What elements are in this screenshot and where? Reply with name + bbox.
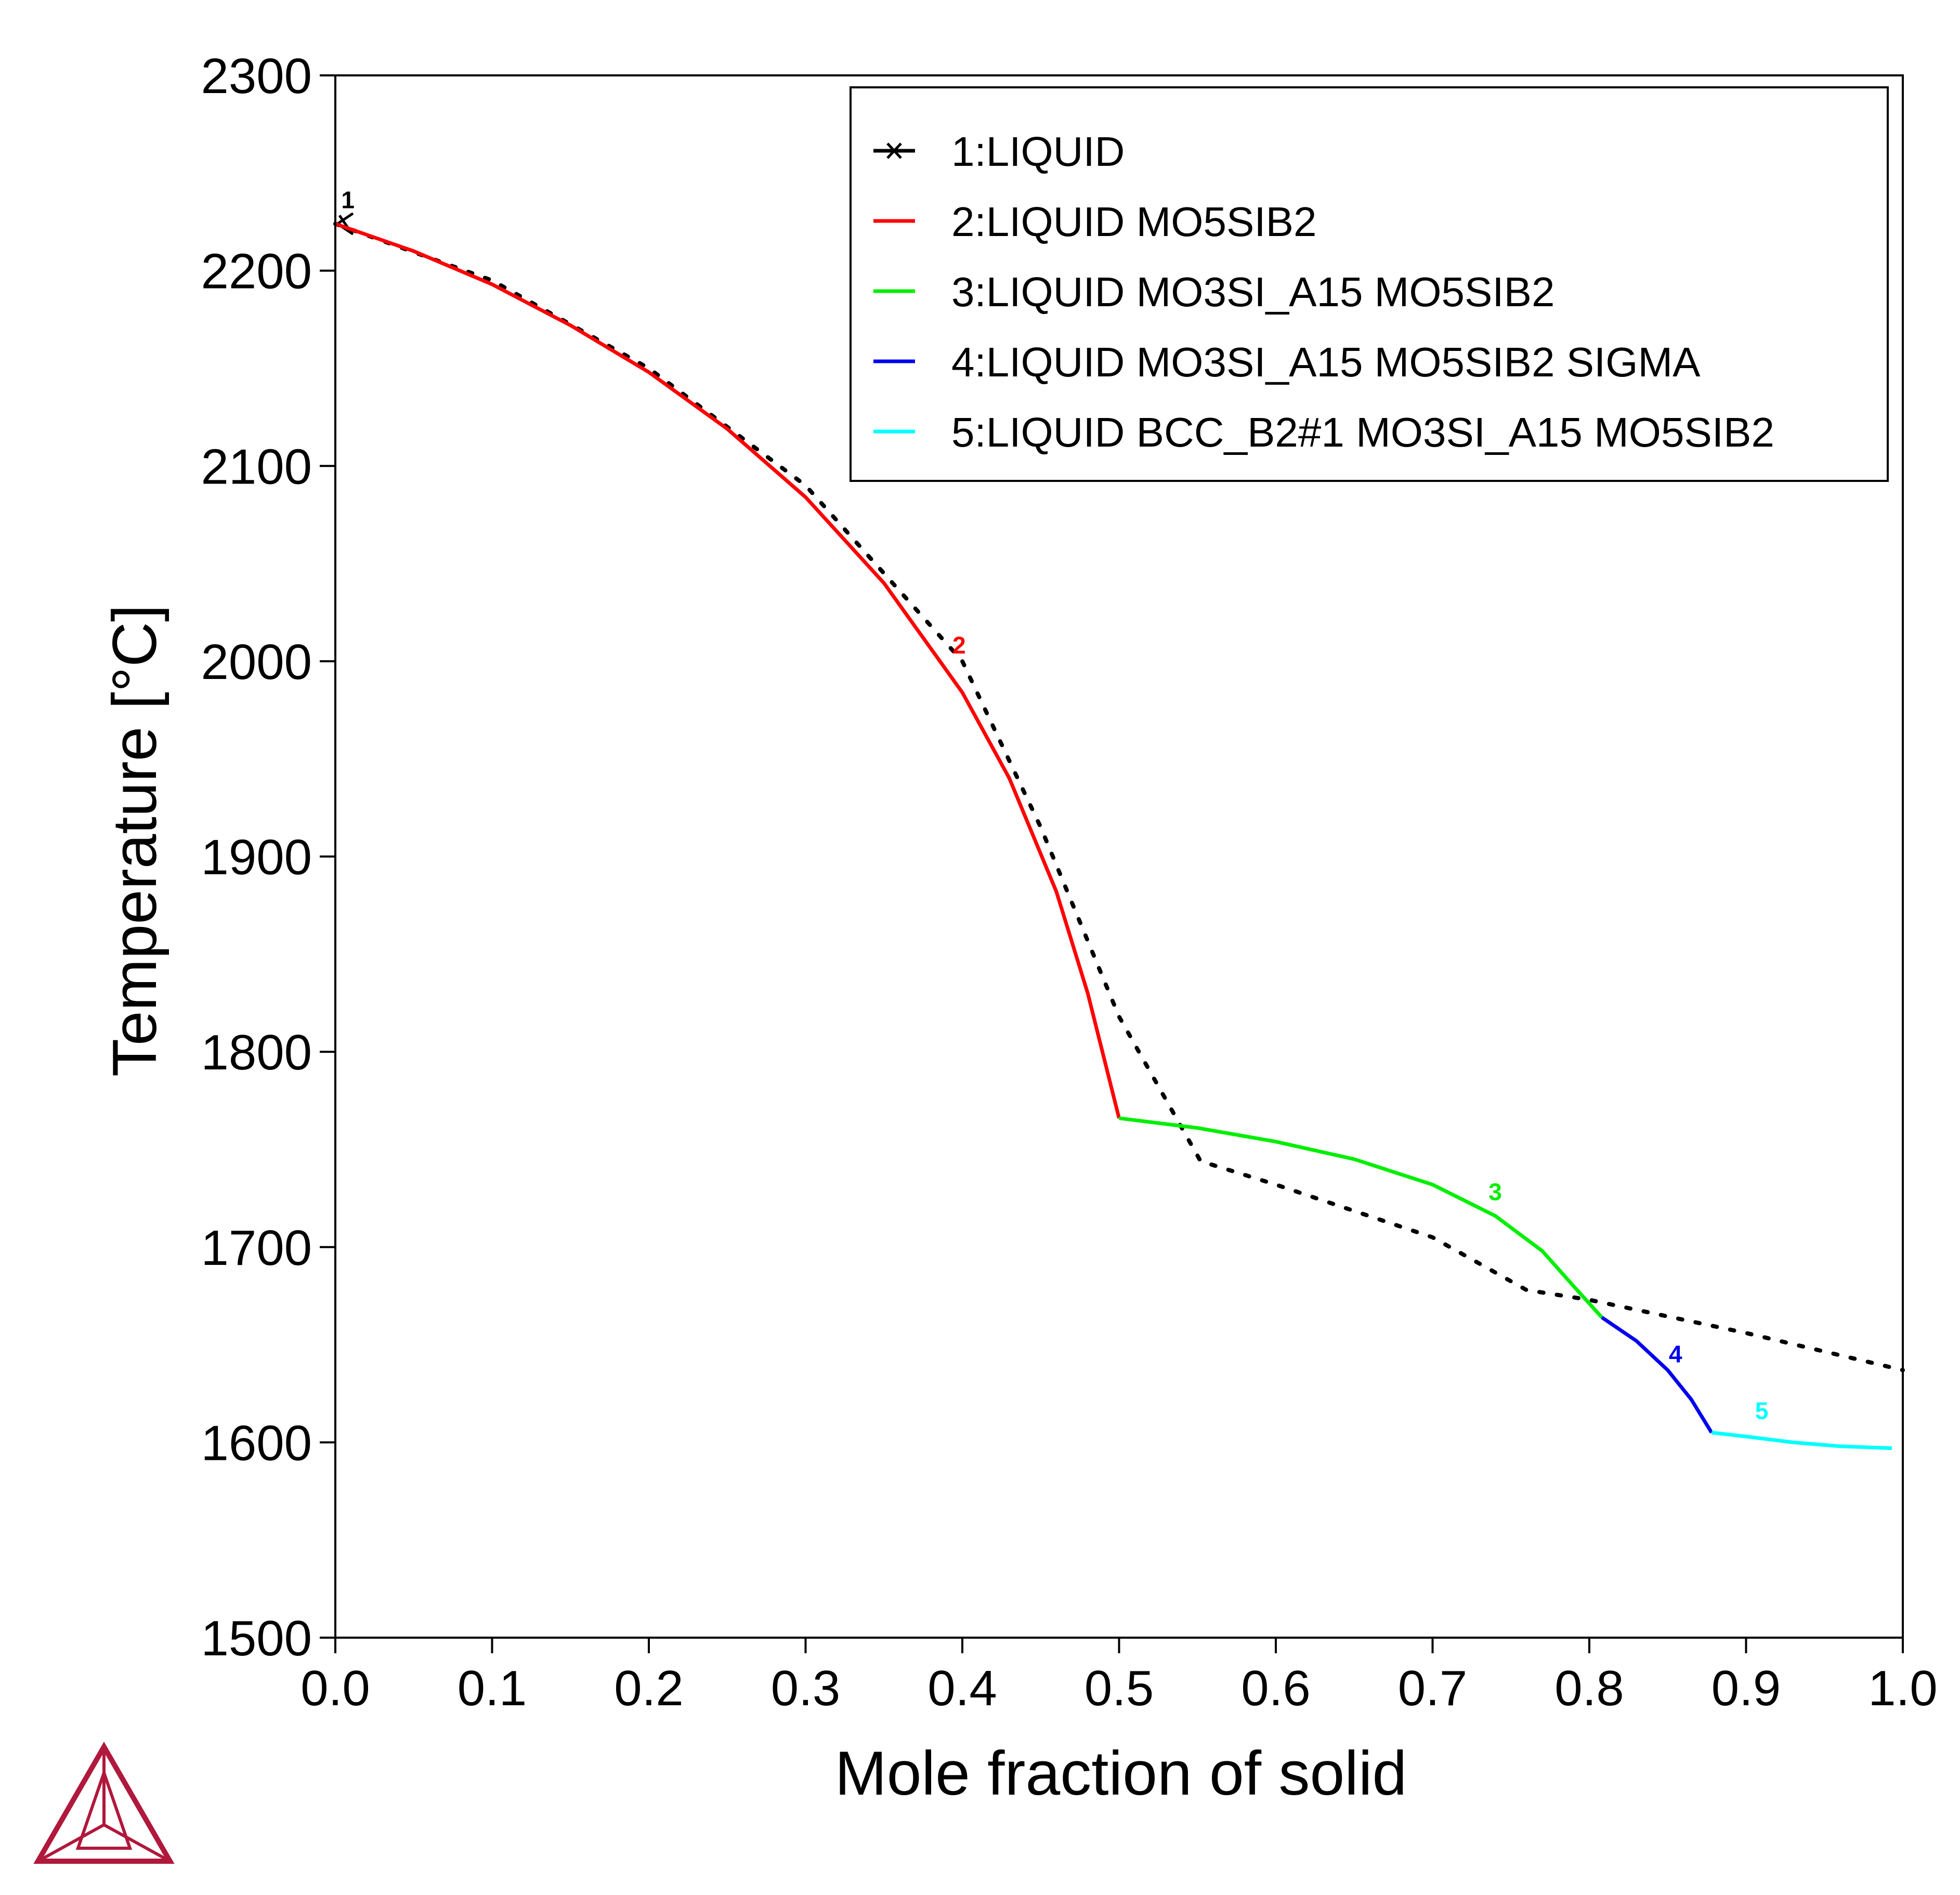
x-tick-label: 0.0 xyxy=(300,1661,370,1716)
y-tick-label: 2300 xyxy=(201,48,312,104)
y-tick-label: 2100 xyxy=(201,439,312,494)
legend-entry-2: 2:LIQUID MO5SIB2 xyxy=(951,199,1316,245)
plot-area: 1 2 3 4 5 xyxy=(333,186,1905,1450)
thermo-calc-logo-icon xyxy=(33,1741,175,1864)
curve-label-1: 1 xyxy=(341,186,355,213)
curve-label-2: 2 xyxy=(952,632,966,659)
x-tick-label: 0.2 xyxy=(614,1661,683,1716)
curve-label-3: 3 xyxy=(1488,1179,1502,1206)
series-line-5 xyxy=(1711,1431,1892,1450)
y-tick-label: 2000 xyxy=(201,634,312,690)
y-axis-title: Temperature [°C] xyxy=(100,605,169,1077)
legend-entry-3: 3:LIQUID MO3SI_A15 MO5SIB2 xyxy=(951,269,1554,315)
legend-marker-1 xyxy=(886,142,902,159)
y-tick-label: 1900 xyxy=(201,830,312,885)
series-line-2 xyxy=(334,222,1121,1119)
y-tick-label: 1500 xyxy=(201,1611,312,1666)
x-tick-label: 1.0 xyxy=(1868,1661,1937,1716)
series-line-3 xyxy=(1119,1116,1603,1319)
y-tick-label: 1700 xyxy=(201,1220,312,1276)
series-line-4 xyxy=(1601,1316,1714,1434)
x-tick-label: 0.9 xyxy=(1711,1661,1781,1716)
x-tick-label: 0.3 xyxy=(771,1661,840,1716)
x-tick-label: 0.5 xyxy=(1084,1661,1154,1716)
x-tick-label: 0.8 xyxy=(1554,1661,1624,1716)
y-tick-label: 2200 xyxy=(201,244,312,299)
x-tick-label: 0.7 xyxy=(1398,1661,1467,1716)
y-tick-label: 1600 xyxy=(201,1415,312,1471)
legend: 1:LIQUID 2:LIQUID MO5SIB2 3:LIQUID MO3SI_A… xyxy=(850,86,1889,482)
axes: 0.0 0.1 0.2 0.3 0.4 0.5 0.6 0.7 0.8 0.9 1.0 1500 160… xyxy=(201,48,1937,1716)
legend-box xyxy=(850,86,1889,482)
dotted-reference-line xyxy=(333,221,1905,1373)
y-tick-label: 1800 xyxy=(201,1025,312,1080)
x-tick-label: 0.4 xyxy=(927,1661,997,1716)
legend-entry-4: 4:LIQUID MO3SI_A15 MO5SIB2 SIGMA xyxy=(951,339,1701,385)
x-axis-title: Mole fraction of solid xyxy=(835,1739,1407,1808)
x-tick-label: 0.6 xyxy=(1241,1661,1310,1716)
curve-label-4: 4 xyxy=(1669,1340,1682,1367)
legend-entry-1: 1:LIQUID xyxy=(951,128,1125,175)
legend-entry-5: 5:LIQUID BCC_B2#1 MO3SI_A15 MO5SIB2 xyxy=(951,409,1774,455)
curve-label-5: 5 xyxy=(1755,1397,1769,1424)
x-tick-label: 0.1 xyxy=(458,1661,527,1716)
